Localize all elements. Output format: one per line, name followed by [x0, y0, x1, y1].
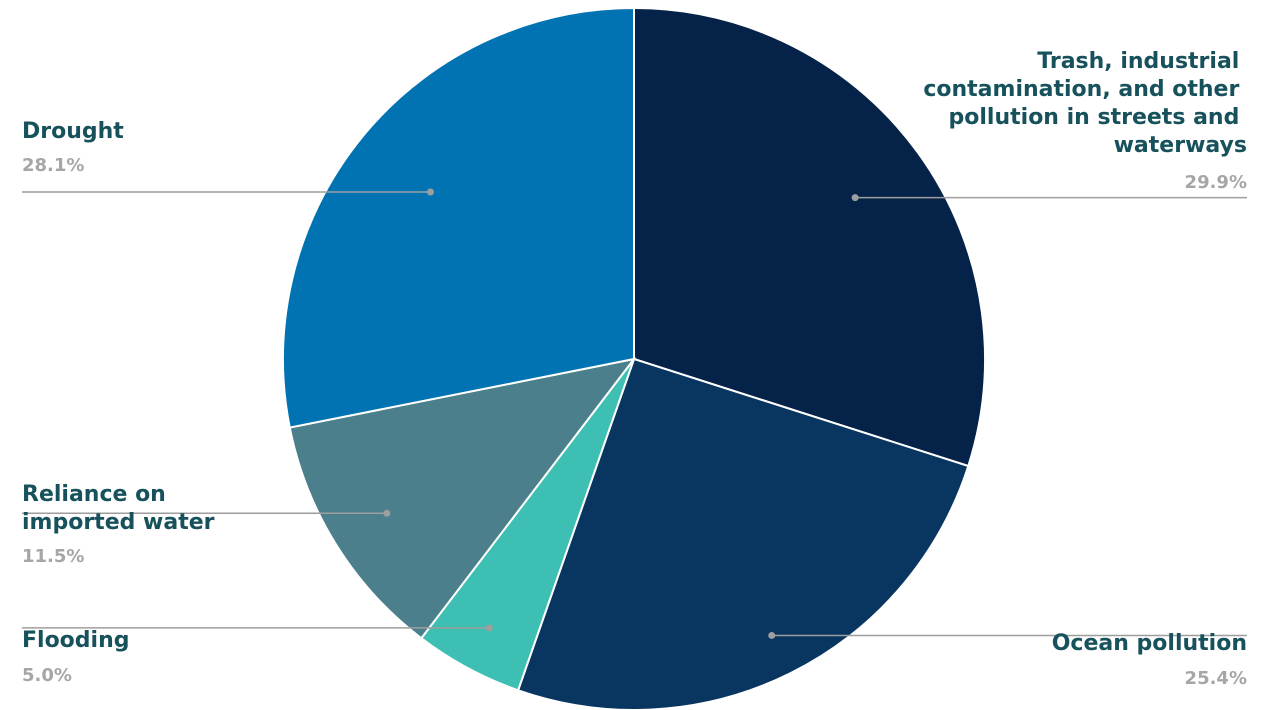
leader-lines [22, 188, 1247, 639]
leader-dot-flooding [485, 624, 493, 632]
slice-percent-drought: 28.1% [22, 155, 84, 176]
leader-dot-ocean-pollution [768, 631, 776, 639]
pie-slice-drought [282, 6, 635, 429]
slice-label-trash-line-2: contamination, and other [923, 77, 1239, 102]
slice-label-trash-line-1: Trash, industrial [1037, 49, 1239, 74]
slice-label-reliance-line-1: Reliance on [22, 482, 166, 507]
pie-slices [282, 6, 986, 710]
slice-label-trash-line-3: pollution in streets and [949, 105, 1240, 130]
slice-label-drought: Drought [22, 119, 124, 144]
leader-dot-drought [426, 188, 434, 196]
slice-percent-ocean-pollution: 25.4% [1185, 668, 1247, 689]
slice-percent-trash: 29.9% [1185, 172, 1247, 193]
leader-dot-trash [851, 194, 859, 202]
slice-label-reliance-imported-water: Reliance on imported water [22, 482, 215, 535]
slice-label-ocean-pollution: Ocean pollution [1052, 631, 1247, 656]
pie-slice-trash [633, 6, 986, 468]
leader-dot-reliance-imported-water [383, 509, 391, 517]
pie-slice-reliance-imported-water [288, 357, 637, 640]
slice-label-flooding: Flooding [22, 628, 130, 653]
slice-label-trash-line-4: waterways [1114, 133, 1247, 158]
slice-percent-reliance-imported-water: 11.5% [22, 546, 84, 567]
slice-label-reliance-line-2: imported water [22, 510, 215, 535]
slice-percent-flooding: 5.0% [22, 665, 72, 686]
slice-label-trash: Trash, industrial contamination, and oth… [923, 49, 1247, 158]
pie-slice-ocean-pollution [516, 357, 970, 710]
